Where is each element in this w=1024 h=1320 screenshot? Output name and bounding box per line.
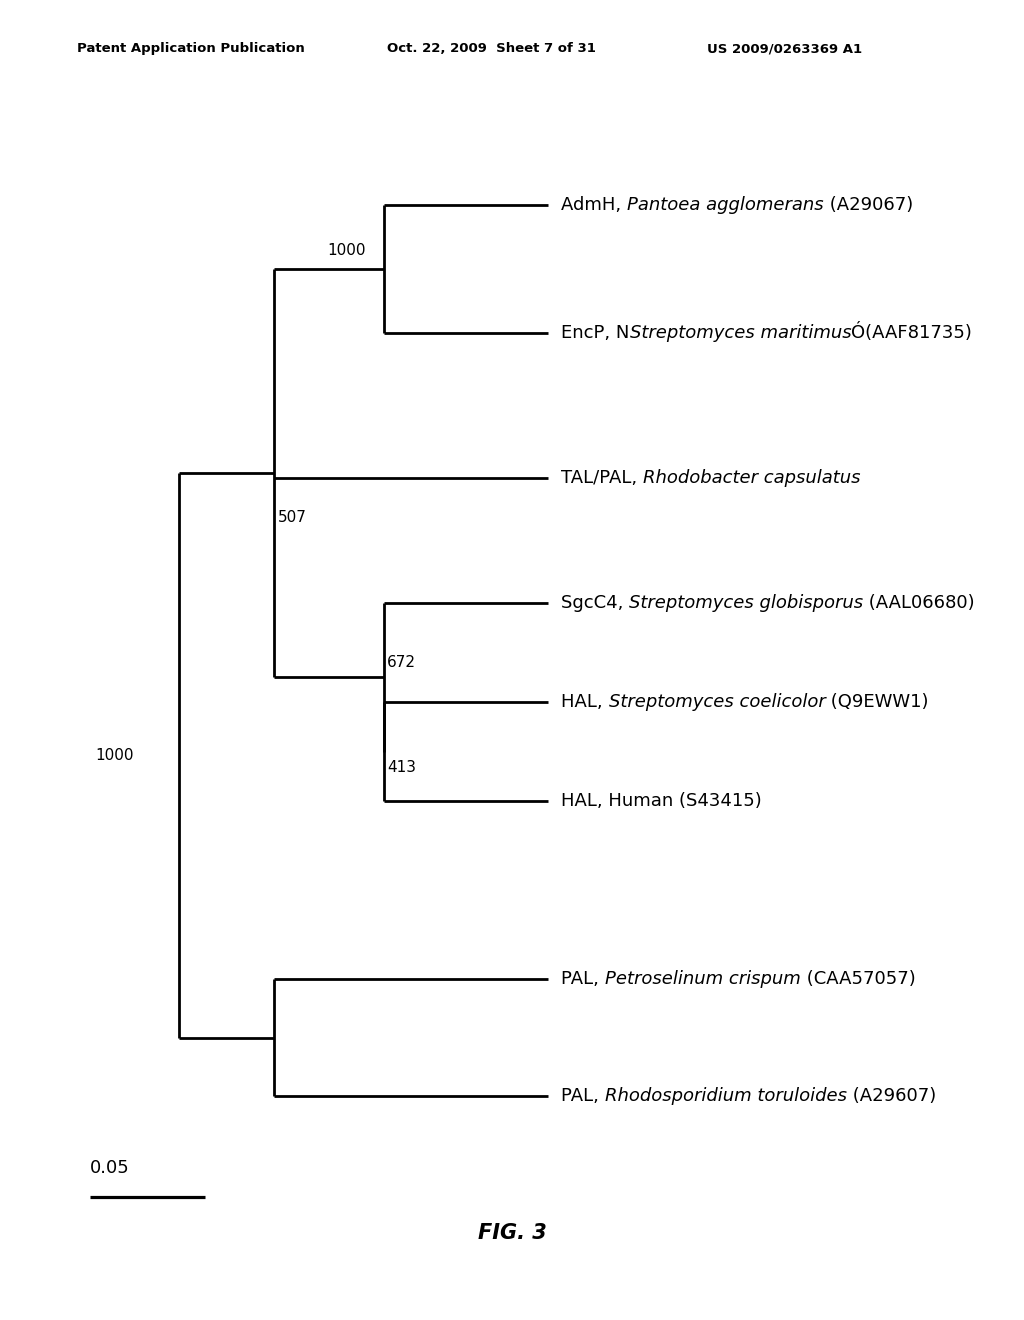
- Text: EncP, N: EncP, N: [561, 323, 630, 342]
- Text: Streptomyces globisporus: Streptomyces globisporus: [630, 594, 863, 612]
- Text: AdmH,: AdmH,: [561, 195, 627, 214]
- Text: HAL, Human (S43415): HAL, Human (S43415): [561, 792, 762, 810]
- Text: Rhodobacter capsulatus: Rhodobacter capsulatus: [643, 469, 860, 487]
- Text: (AAL06680): (AAL06680): [863, 594, 975, 612]
- Text: Patent Application Publication: Patent Application Publication: [77, 42, 304, 55]
- Text: 1000: 1000: [95, 748, 134, 763]
- Text: Petroselinum crispum: Petroselinum crispum: [605, 970, 801, 989]
- Text: 1000: 1000: [328, 243, 367, 259]
- Text: Streptomyces coelicolor: Streptomyces coelicolor: [608, 693, 825, 711]
- Text: Streptomyces maritimus: Streptomyces maritimus: [630, 323, 851, 342]
- Text: SgcC4,: SgcC4,: [561, 594, 630, 612]
- Text: (A29607): (A29607): [847, 1086, 936, 1105]
- Text: 672: 672: [387, 655, 416, 669]
- Text: Ó(AAF81735): Ó(AAF81735): [851, 323, 972, 342]
- Text: US 2009/0263369 A1: US 2009/0263369 A1: [707, 42, 861, 55]
- Text: (Q9EWW1): (Q9EWW1): [825, 693, 929, 711]
- Text: Rhodosporidium toruloides: Rhodosporidium toruloides: [605, 1086, 847, 1105]
- Text: 0.05: 0.05: [90, 1159, 130, 1177]
- Text: (A29067): (A29067): [823, 195, 913, 214]
- Text: (CAA57057): (CAA57057): [801, 970, 915, 989]
- Text: HAL,: HAL,: [561, 693, 608, 711]
- Text: PAL,: PAL,: [561, 970, 605, 989]
- Text: FIG. 3: FIG. 3: [477, 1224, 547, 1243]
- Text: TAL/PAL,: TAL/PAL,: [561, 469, 643, 487]
- Text: 413: 413: [387, 759, 416, 775]
- Text: Oct. 22, 2009  Sheet 7 of 31: Oct. 22, 2009 Sheet 7 of 31: [387, 42, 596, 55]
- Text: Pantoea agglomerans: Pantoea agglomerans: [627, 195, 823, 214]
- Text: PAL,: PAL,: [561, 1086, 605, 1105]
- Text: 507: 507: [278, 510, 306, 525]
